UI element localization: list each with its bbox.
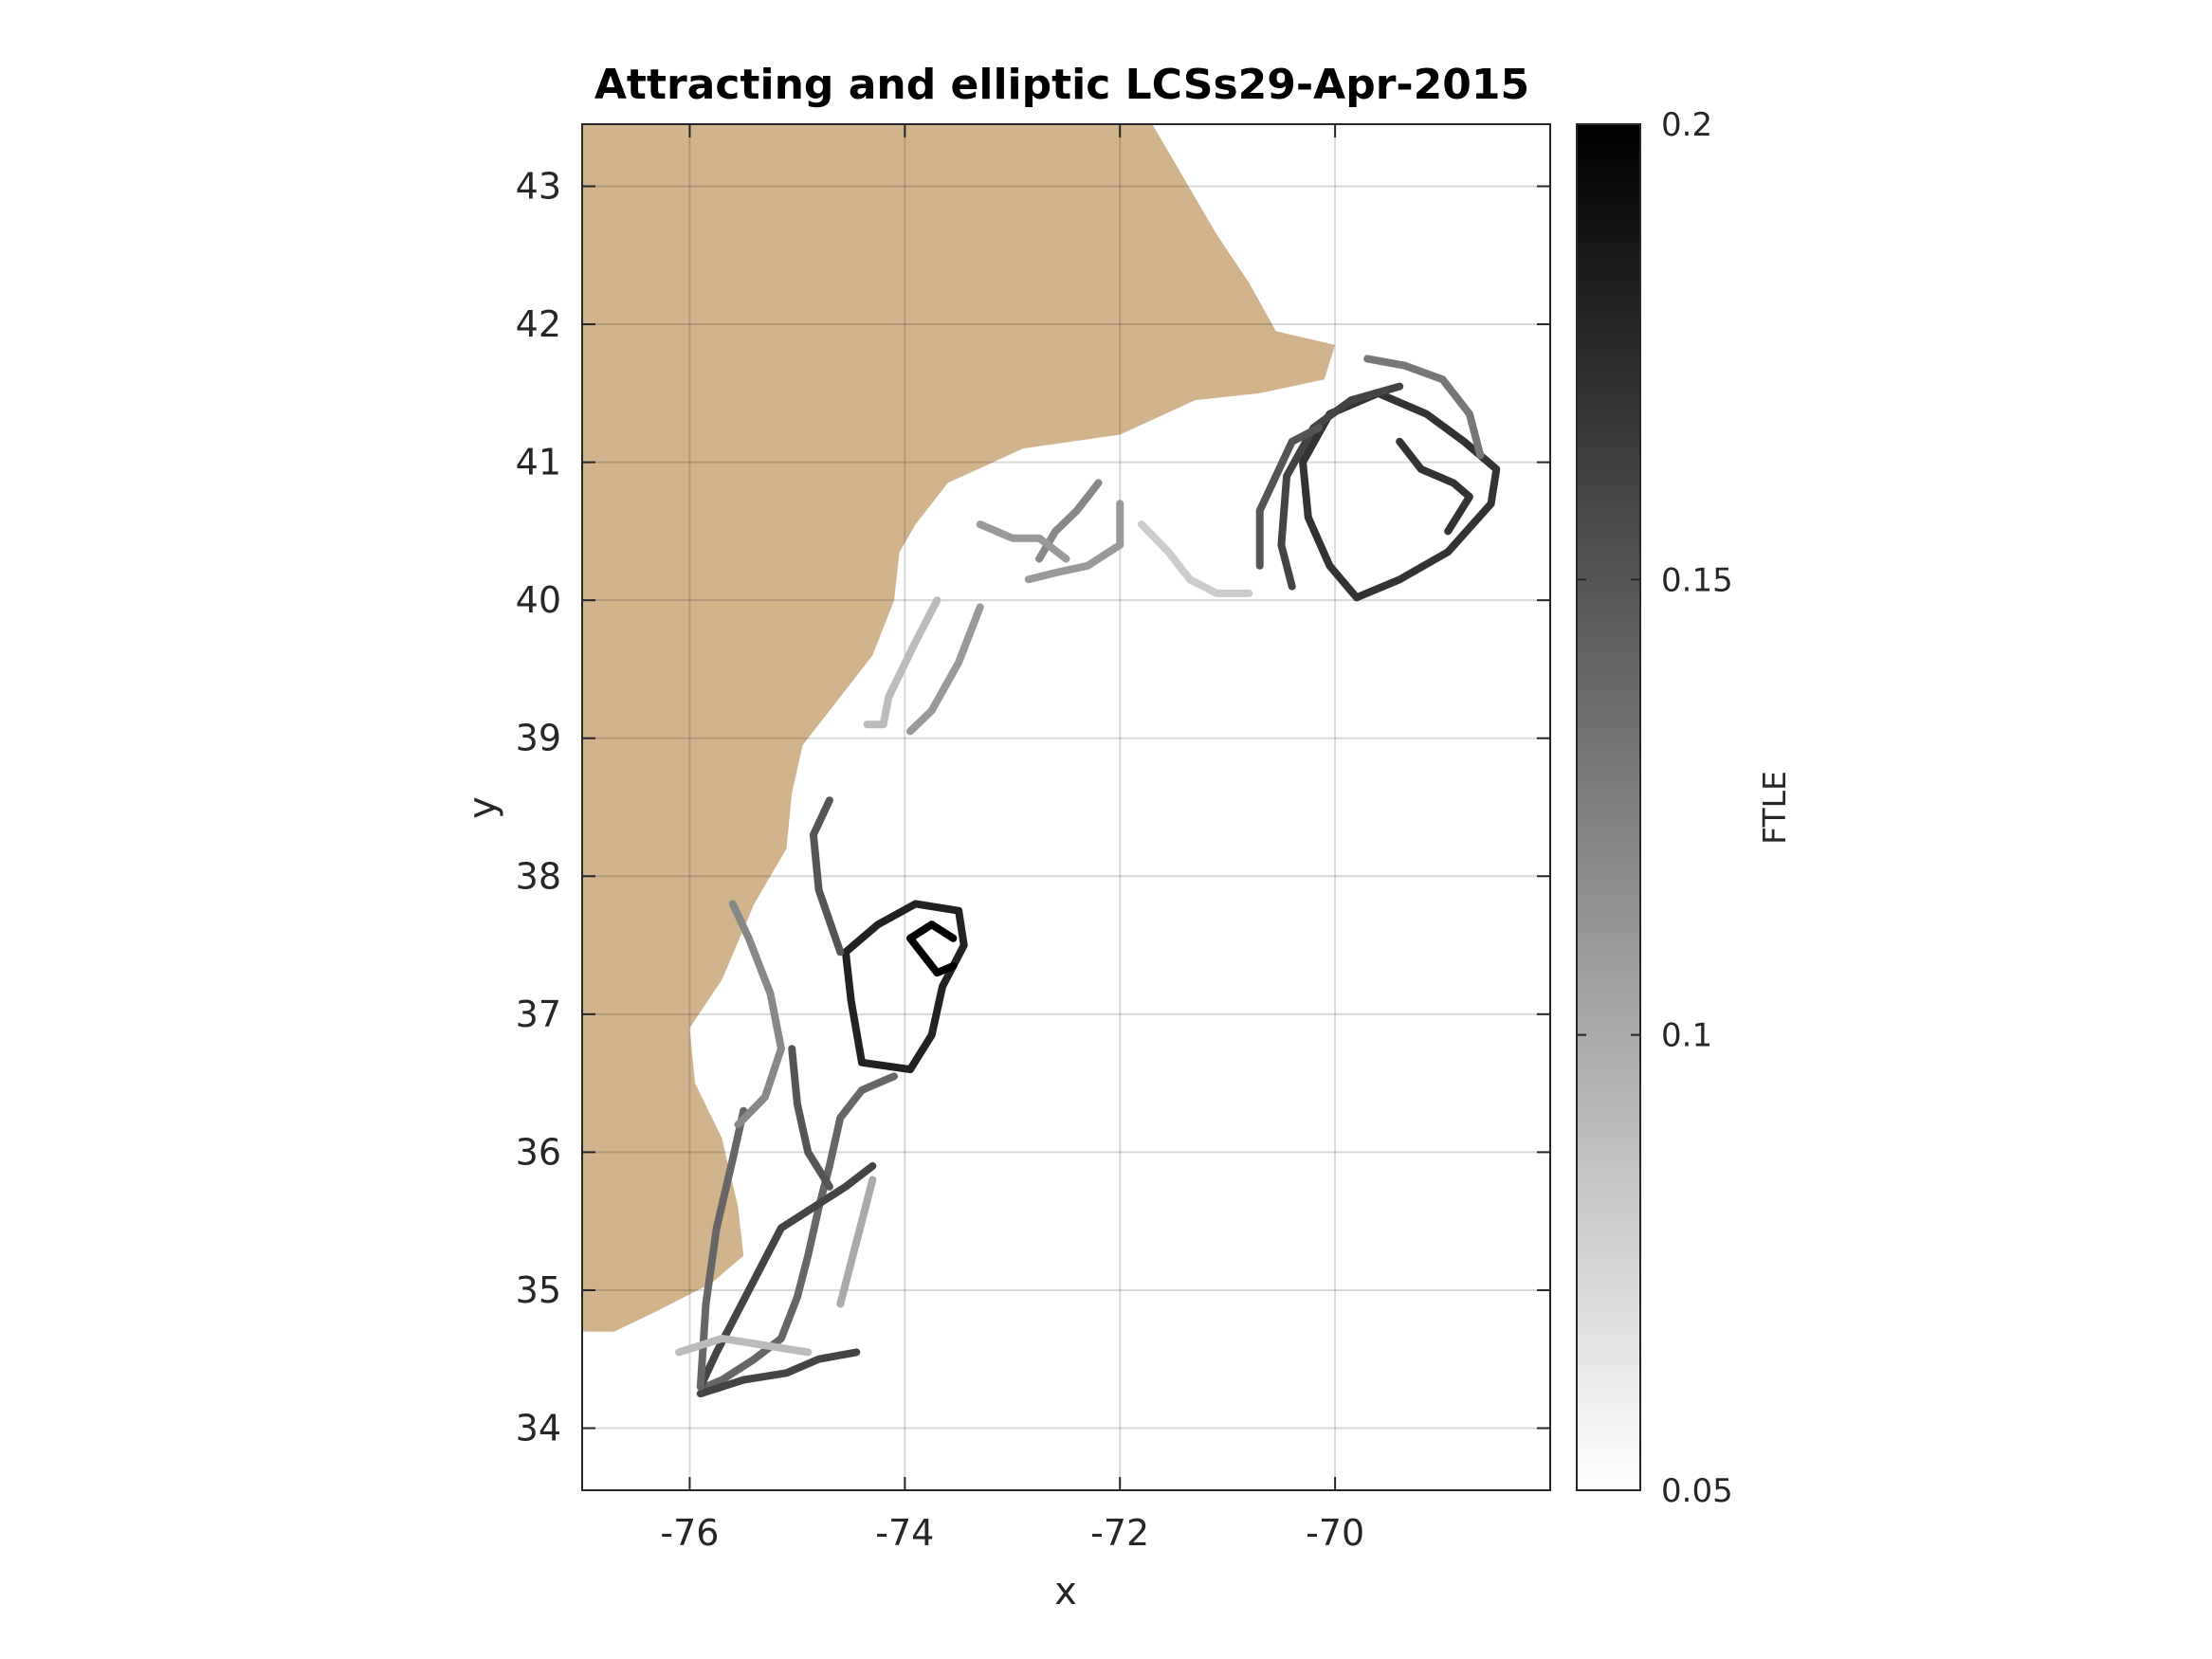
lcs-curve [1299, 389, 1501, 602]
land-area [582, 124, 1336, 1332]
colorbar-tick-label: 0.15 [1661, 561, 1733, 599]
lcs-curve [728, 900, 785, 1129]
lcs-curve [788, 1045, 833, 1191]
y-tick-label: 41 [516, 442, 561, 483]
lcs-curve [675, 1334, 813, 1357]
lcs-curve [841, 900, 968, 1074]
colorbar-tick-label: 0.2 [1661, 106, 1712, 144]
colorbar-tick-label: 0.1 [1661, 1017, 1712, 1055]
y-tick-label: 40 [516, 579, 561, 621]
lcs-curve [696, 1348, 861, 1398]
colorbar-label: FTLE [1756, 771, 1793, 845]
y-tick-label: 35 [516, 1269, 561, 1311]
x-tick-label: -74 [875, 1512, 934, 1554]
colorbar [1576, 123, 1641, 1491]
y-tick-label: 36 [516, 1131, 561, 1173]
y-tick-label: 34 [516, 1408, 561, 1449]
lcs-curve [1363, 355, 1485, 460]
colorbar-ticks: 0.05 0.1 0.15 0.2 [1577, 106, 1733, 1510]
map-layer [582, 124, 1550, 1490]
y-tick-label: 37 [516, 994, 561, 1035]
lcs-curve [696, 1106, 748, 1391]
lcs-curve [1396, 437, 1473, 536]
lcs-curve [696, 1161, 877, 1391]
lcs-curve [906, 921, 958, 977]
y-axis-label: y [461, 796, 504, 819]
lcs-curve [863, 596, 941, 729]
lcs-curve [1024, 500, 1124, 584]
colorbar-tick-label: 0.05 [1661, 1472, 1733, 1510]
axes-ticks: -76 -74 -72 -70 34 35 36 37 38 39 40 41 42 43 [516, 124, 1550, 1554]
chart-title: Attracting and elliptic LCSs29-Apr-2015 [594, 61, 1529, 109]
grid-lines [582, 124, 1550, 1490]
lcs-curve [1255, 424, 1324, 570]
y-tick-label: 42 [516, 303, 561, 345]
y-tick-label: 38 [516, 855, 561, 897]
x-axis-label: x [1054, 1570, 1077, 1613]
lcs-curve [702, 1072, 898, 1391]
lcs-curve [809, 796, 845, 957]
lcs-curve [1277, 382, 1404, 591]
x-tick-label: -72 [1090, 1512, 1149, 1554]
y-tick-label: 43 [516, 166, 561, 208]
y-tick-label: 39 [516, 718, 561, 759]
axes-box [581, 123, 1551, 1491]
x-tick-label: -76 [660, 1512, 719, 1554]
lcs-curve [976, 520, 1070, 563]
lcs-layer [675, 355, 1501, 1398]
x-tick-label: -70 [1306, 1512, 1364, 1554]
lcs-curve [1137, 520, 1253, 597]
lcs-curve [906, 603, 984, 736]
lcs-curve [836, 1176, 877, 1308]
